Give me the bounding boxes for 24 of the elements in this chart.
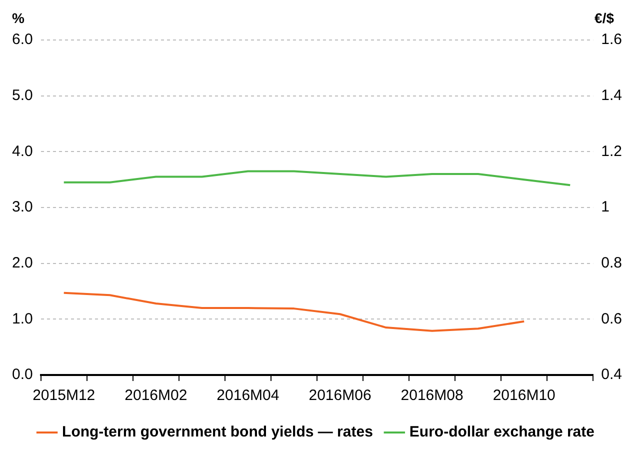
y2-axis-title: €/$ <box>594 10 614 26</box>
legend-label: Euro-dollar exchange rate <box>409 424 594 441</box>
x-tick-label: 2016M06 <box>308 387 372 404</box>
y2-tick-label: 1.2 <box>601 142 622 160</box>
y-tick-label: 3.0 <box>12 198 33 216</box>
legend-label: Long-term government bond yields — rates <box>62 424 373 441</box>
y-tick-label: 6.0 <box>12 31 33 48</box>
x-tick-label: 2016M10 <box>492 387 556 404</box>
y-tick-label: 0.0 <box>12 366 33 384</box>
y2-tick-label: 0.8 <box>601 254 622 272</box>
x-tick-label: 2016M02 <box>124 387 188 404</box>
y-tick-label: 4.0 <box>12 142 33 160</box>
y-tick-label: 2.0 <box>12 254 33 272</box>
x-tick-label: 2016M04 <box>216 387 280 404</box>
y2-tick-label: 0.6 <box>601 310 622 328</box>
y-axis-title: % <box>12 10 25 26</box>
y2-tick-label: 1.6 <box>601 31 622 48</box>
y2-tick-label: 0.4 <box>601 366 622 384</box>
x-tick-label: 2016M08 <box>400 387 464 404</box>
x-tick-label: 2015M12 <box>32 387 96 404</box>
y-tick-label: 5.0 <box>12 86 33 104</box>
y2-tick-label: 1.4 <box>601 86 622 104</box>
y2-tick-label: 1 <box>601 198 610 216</box>
y-tick-label: 1.0 <box>12 310 33 328</box>
